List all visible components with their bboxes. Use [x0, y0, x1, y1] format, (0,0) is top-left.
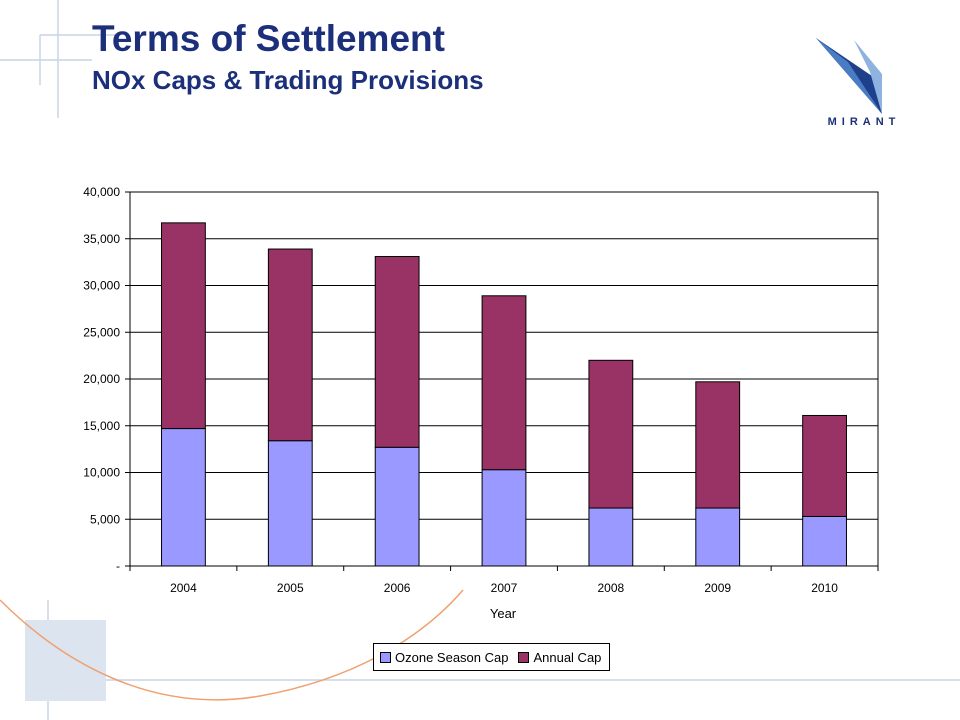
mirant-logo: MIRANT	[812, 34, 916, 134]
x-tick-label: 2005	[277, 581, 304, 595]
slide-title: Terms of Settlement NOx Caps & Trading P…	[92, 18, 484, 96]
bar-segment-ozone-season-cap	[481, 469, 527, 567]
chart-legend: Ozone Season Cap Annual Cap	[373, 643, 611, 671]
plot-area-border	[129, 191, 879, 567]
bar-segment-annual-cap	[588, 359, 634, 509]
bar-segment-annual-cap	[161, 222, 206, 430]
legend-item: Ozone Season Cap	[380, 650, 508, 665]
x-tick-label: 2010	[811, 581, 838, 595]
page-subtitle: NOx Caps & Trading Provisions	[92, 65, 484, 95]
bar-segment-ozone-season-cap	[588, 507, 634, 567]
y-tick-label: 10,000	[83, 466, 120, 480]
y-tick-label: 5,000	[90, 512, 120, 526]
y-tick-label: 35,000	[83, 232, 120, 246]
bar-segment-annual-cap	[481, 295, 527, 471]
legend-label: Annual Cap	[533, 649, 602, 665]
y-tick-label: 40,000	[83, 185, 120, 199]
x-axis-label: Year	[490, 606, 517, 621]
legend-swatch	[518, 651, 530, 663]
x-tick-label: 2009	[704, 581, 731, 595]
bar-segment-ozone-season-cap	[802, 515, 847, 567]
y-tick-label: -	[116, 559, 120, 573]
logo-wordmark: MIRANT	[827, 116, 901, 128]
x-tick-label: 2006	[384, 581, 411, 595]
bars-layer	[161, 222, 847, 567]
x-tick-label: 2008	[598, 581, 625, 595]
x-tick-label: 2007	[491, 581, 518, 595]
logo-mark-icon	[816, 38, 882, 114]
bar-segment-ozone-season-cap	[267, 440, 313, 567]
bar-segment-ozone-season-cap	[161, 428, 206, 567]
bar-segment-annual-cap	[695, 381, 741, 509]
bar-segment-annual-cap	[267, 248, 313, 442]
decorative-arc	[0, 589, 464, 701]
legend-swatch	[380, 651, 391, 663]
legend-label: Ozone Season Cap	[395, 649, 509, 665]
y-tick-label: 20,000	[83, 372, 120, 386]
bar-segment-ozone-season-cap	[695, 507, 741, 567]
bar-segment-annual-cap	[374, 256, 420, 448]
bar-segment-annual-cap	[802, 414, 847, 517]
legend-item: Annual Cap	[518, 650, 601, 665]
x-tick-label: 2004	[170, 581, 197, 595]
y-tick-label: 25,000	[83, 325, 120, 339]
y-tick-label: 15,000	[83, 419, 120, 433]
axis-layer: - 5,000 10,000 15,000 20,000 25,000 30,000 35,0…	[83, 185, 879, 595]
y-tick-label: 30,000	[83, 279, 120, 293]
bar-segment-ozone-season-cap	[374, 446, 420, 567]
page-title: Terms of Settlement	[92, 18, 445, 59]
